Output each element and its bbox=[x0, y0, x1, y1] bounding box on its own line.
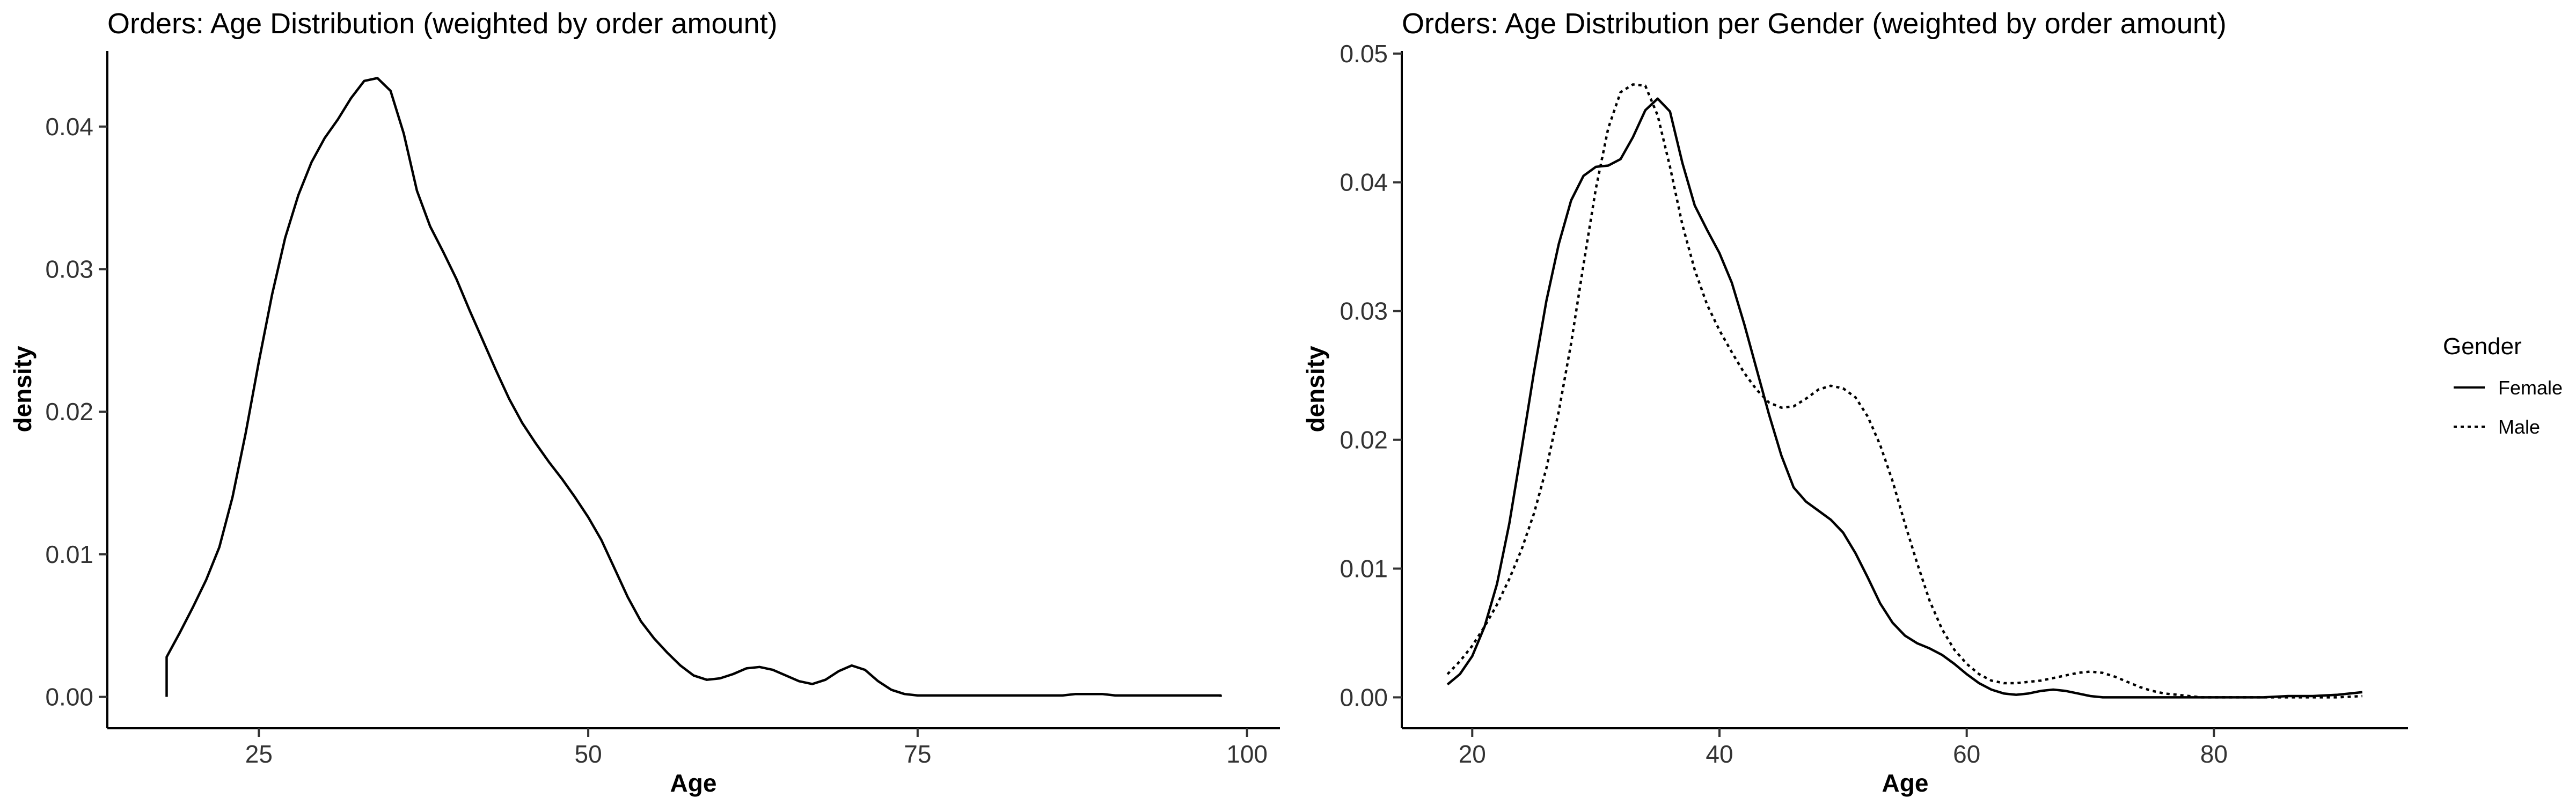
y-tick-label: 0.00 bbox=[1340, 683, 1388, 711]
y-tick-label: 0.04 bbox=[45, 113, 93, 141]
right-female-density-line bbox=[1446, 97, 2363, 699]
chart-left-axes: 25 50 75 100 0.00 0.01 0.02 0.03 0.04 bbox=[45, 51, 1280, 768]
chart-right-title: Orders: Age Distribution per Gender (wei… bbox=[1402, 8, 2227, 40]
y-tick-label: 0.01 bbox=[45, 540, 93, 568]
y-tick-label: 0.02 bbox=[1340, 426, 1388, 454]
x-tick-label: 80 bbox=[2200, 740, 2228, 768]
chart-left-lines bbox=[165, 77, 1222, 697]
chart-left-xlabel: Age bbox=[670, 769, 717, 797]
legend: Gender Female Male bbox=[2443, 333, 2563, 438]
chart-left-title: Orders: Age Distribution (weighted by or… bbox=[107, 8, 778, 40]
chart-right: Orders: Age Distribution per Gender (wei… bbox=[1301, 8, 2408, 797]
legend-title: Gender bbox=[2443, 333, 2522, 360]
x-tick-label: 20 bbox=[1459, 740, 1486, 768]
y-tick-label: 0.00 bbox=[45, 683, 93, 711]
x-tick-label: 50 bbox=[575, 740, 602, 768]
y-tick-label: 0.04 bbox=[1340, 169, 1388, 196]
chart-right-ylabel: density bbox=[1301, 346, 1329, 432]
x-tick-label: 40 bbox=[1706, 740, 1733, 768]
x-tick-label: 25 bbox=[245, 740, 273, 768]
y-tick-label: 0.02 bbox=[45, 398, 93, 426]
legend-label-female: Female bbox=[2498, 377, 2563, 399]
y-tick-label: 0.01 bbox=[1340, 554, 1388, 582]
chart-right-lines bbox=[1446, 83, 2363, 699]
x-tick-label: 75 bbox=[904, 740, 931, 768]
legend-label-male: Male bbox=[2498, 416, 2540, 438]
chart-right-axes: 20 40 60 80 0.00 0.01 0.02 0.03 0.04 0.05 bbox=[1340, 40, 2408, 768]
chart-right-xlabel: Age bbox=[1882, 769, 1929, 797]
chart-left: Orders: Age Distribution (weighted by or… bbox=[9, 8, 1280, 797]
right-male-density-line bbox=[1446, 83, 2362, 699]
y-tick-label: 0.05 bbox=[1340, 40, 1388, 68]
left-series-0-density-line bbox=[165, 77, 1222, 697]
y-tick-label: 0.03 bbox=[45, 255, 93, 283]
x-tick-label: 60 bbox=[1953, 740, 1980, 768]
x-tick-label: 100 bbox=[1226, 740, 1268, 768]
y-tick-label: 0.03 bbox=[1340, 297, 1388, 325]
chart-left-ylabel: density bbox=[9, 346, 36, 432]
